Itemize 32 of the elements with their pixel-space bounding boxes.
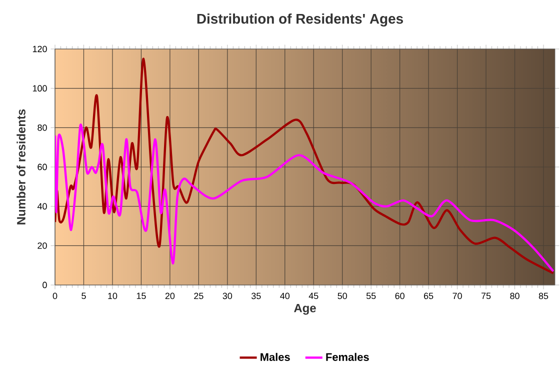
x-tick-label: 20 xyxy=(165,292,175,299)
x-tick-label: 50 xyxy=(338,292,347,299)
y-tick-label: 0 xyxy=(42,282,47,288)
y-tick-label: 40 xyxy=(37,202,47,210)
x-tick-label: 30 xyxy=(222,292,232,299)
line-series xyxy=(55,58,554,274)
chart-title: Distribution of Residents' Ages xyxy=(197,13,403,26)
x-tick-label: 60 xyxy=(395,292,404,299)
x-tick-label: 75 xyxy=(482,292,491,299)
x-tick-label: 65 xyxy=(424,292,434,299)
y-tick-label: 100 xyxy=(32,84,47,92)
x-tick-label: 10 xyxy=(108,292,118,299)
x-tick-label: 45 xyxy=(308,292,318,299)
x-axis-title: Age xyxy=(294,304,316,315)
legend-label: Males xyxy=(260,352,290,361)
y-axis-title: Number of residents xyxy=(16,109,26,224)
x-tick-label: 15 xyxy=(136,292,146,299)
y-tick-label: 60 xyxy=(38,164,47,170)
legend-label: Females xyxy=(326,352,369,361)
x-tick-label: 25 xyxy=(194,292,204,299)
x-tick-label: 0 xyxy=(52,292,58,299)
y-tick-label: 120 xyxy=(32,46,47,52)
x-tick-label: 35 xyxy=(252,292,261,299)
x-tick-label: 40 xyxy=(280,292,290,299)
x-tick-label: 55 xyxy=(366,292,376,299)
y-tick-label: 20 xyxy=(38,242,47,249)
x-tick-label: 5 xyxy=(82,292,86,299)
x-tick-label: 70 xyxy=(452,292,462,299)
line-series xyxy=(55,124,554,272)
y-tick-label: 80 xyxy=(38,124,47,131)
x-tick-label: 85 xyxy=(538,292,548,299)
x-tick-label: 80 xyxy=(510,292,520,299)
